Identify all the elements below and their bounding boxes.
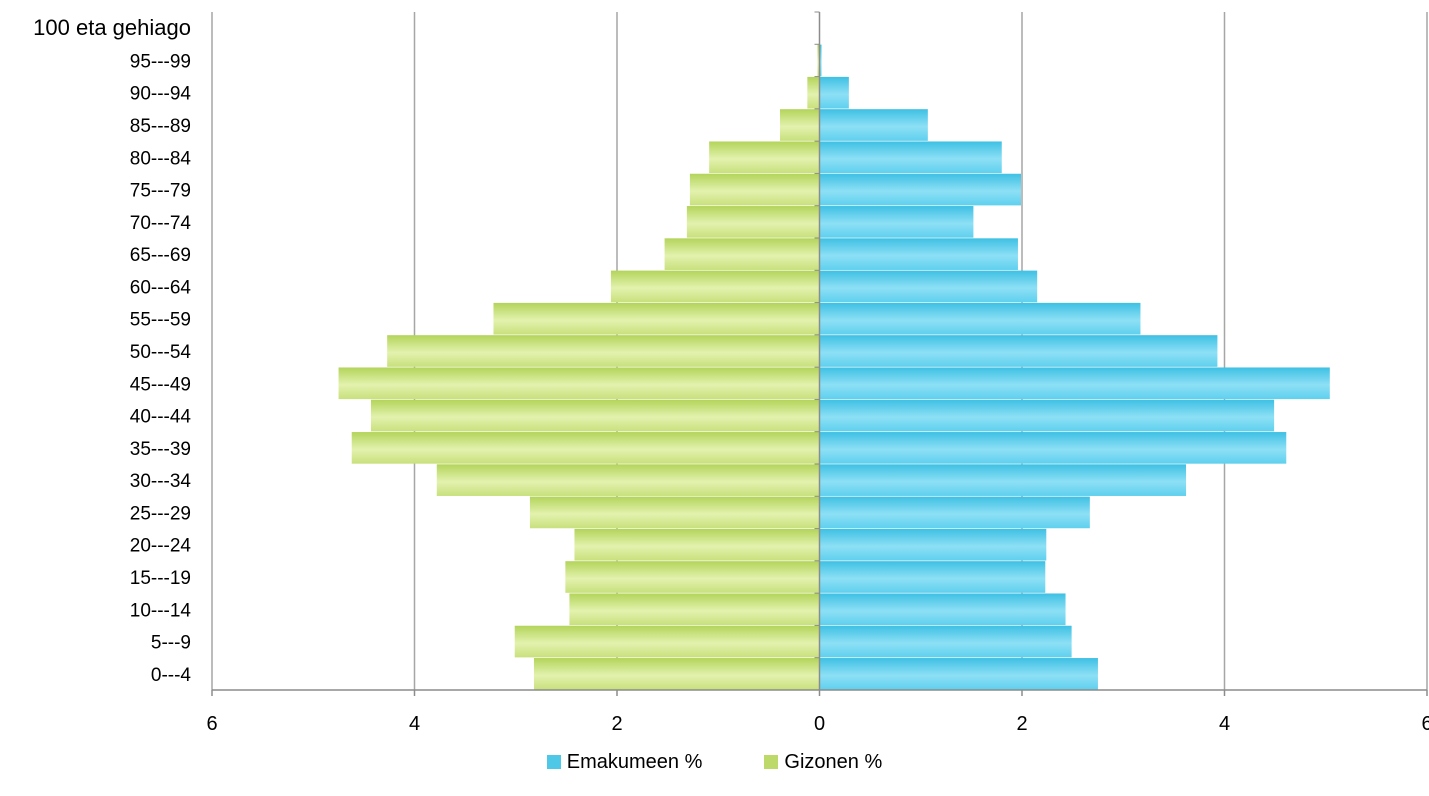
legend-item-gizonen: Gizonen % [764,751,882,774]
bar-emakumeen-1 [819,625,1072,658]
bar-gizonen-15 [689,173,820,206]
category-label-10: 50---54 [130,342,192,363]
x-tick-label-5: 4 [1219,713,1230,735]
bar-emakumeen-4 [819,528,1047,561]
bar-emakumeen-2 [819,593,1066,626]
x-tick-label-6: 6 [1421,713,1429,735]
bar-gizonen-13 [664,238,820,270]
bar-gizonen-9 [338,367,820,400]
category-label-2: 10---14 [130,600,192,621]
category-label-16: 80---84 [130,148,192,169]
category-label-4: 20---24 [130,536,192,557]
bar-emakumeen-6 [819,464,1187,496]
bar-gizonen-14 [686,206,820,238]
bar-gizonen-5 [529,496,820,529]
category-label-17: 85---89 [130,116,191,137]
bar-gizonen-2 [569,593,820,626]
bar-gizonen-18 [807,76,820,109]
category-label-14: 70---74 [130,213,192,234]
category-label-18: 90---94 [130,84,192,105]
category-label-9: 45---49 [130,374,191,395]
category-label-7: 35---39 [130,439,191,460]
legend: Emakumeen % Gizonen % [0,747,1429,777]
x-tick-label-4: 2 [1016,713,1027,735]
bar-emakumeen-10 [819,335,1218,367]
bar-gizonen-7 [351,432,820,464]
x-tick-label-0: 6 [206,713,217,735]
category-label-5: 25---29 [130,503,191,524]
bar-emakumeen-17 [819,109,928,141]
bar-gizonen-3 [565,561,820,593]
bar-gizonen-8 [370,399,820,432]
bar-emakumeen-15 [819,173,1021,206]
bar-gizonen-4 [574,528,820,561]
category-label-20: 100 eta gehiago [33,15,191,40]
x-tick-label-2: 2 [611,713,622,735]
category-label-11: 55---59 [130,310,191,331]
bar-gizonen-19 [817,44,820,77]
bar-emakumeen-12 [819,270,1038,303]
bar-emakumeen-16 [819,141,1002,174]
bar-emakumeen-14 [819,206,974,238]
bar-emakumeen-13 [819,238,1018,270]
bar-emakumeen-18 [819,76,849,109]
bar-gizonen-1 [514,625,820,658]
category-label-13: 65---69 [130,245,191,266]
legend-label-emakumeen: Emakumeen % [566,750,703,773]
bar-gizonen-0 [533,658,820,690]
bar-gizonen-17 [780,109,820,141]
x-tick-label-3: 0 [814,713,825,735]
bar-emakumeen-5 [819,496,1090,529]
bar-emakumeen-9 [819,367,1330,400]
category-label-12: 60---64 [130,277,192,298]
category-label-1: 5---9 [151,633,191,654]
bar-gizonen-16 [709,141,820,174]
bar-emakumeen-0 [819,658,1098,690]
legend-swatch-gizonen [764,755,779,769]
category-label-6: 30---34 [130,471,192,492]
bar-emakumeen-8 [819,399,1275,432]
category-label-19: 95---99 [130,51,191,72]
bar-emakumeen-3 [819,561,1046,593]
category-label-0: 0---4 [151,665,192,686]
category-label-15: 75---79 [130,181,191,202]
bar-gizonen-12 [610,270,820,303]
category-label-8: 40---44 [130,407,192,428]
bar-emakumeen-11 [819,302,1141,335]
bar-emakumeen-7 [819,432,1287,464]
category-label-3: 15---19 [130,568,191,589]
legend-swatch-emakumeen [546,755,561,769]
legend-label-gizonen: Gizonen % [784,750,883,773]
x-tick-label-1: 4 [409,713,420,735]
bar-gizonen-6 [436,464,820,496]
bar-emakumeen-19 [819,44,822,77]
bar-gizonen-10 [387,335,820,367]
bar-gizonen-11 [493,302,820,335]
legend-item-emakumeen: Emakumeen % [546,750,703,774]
